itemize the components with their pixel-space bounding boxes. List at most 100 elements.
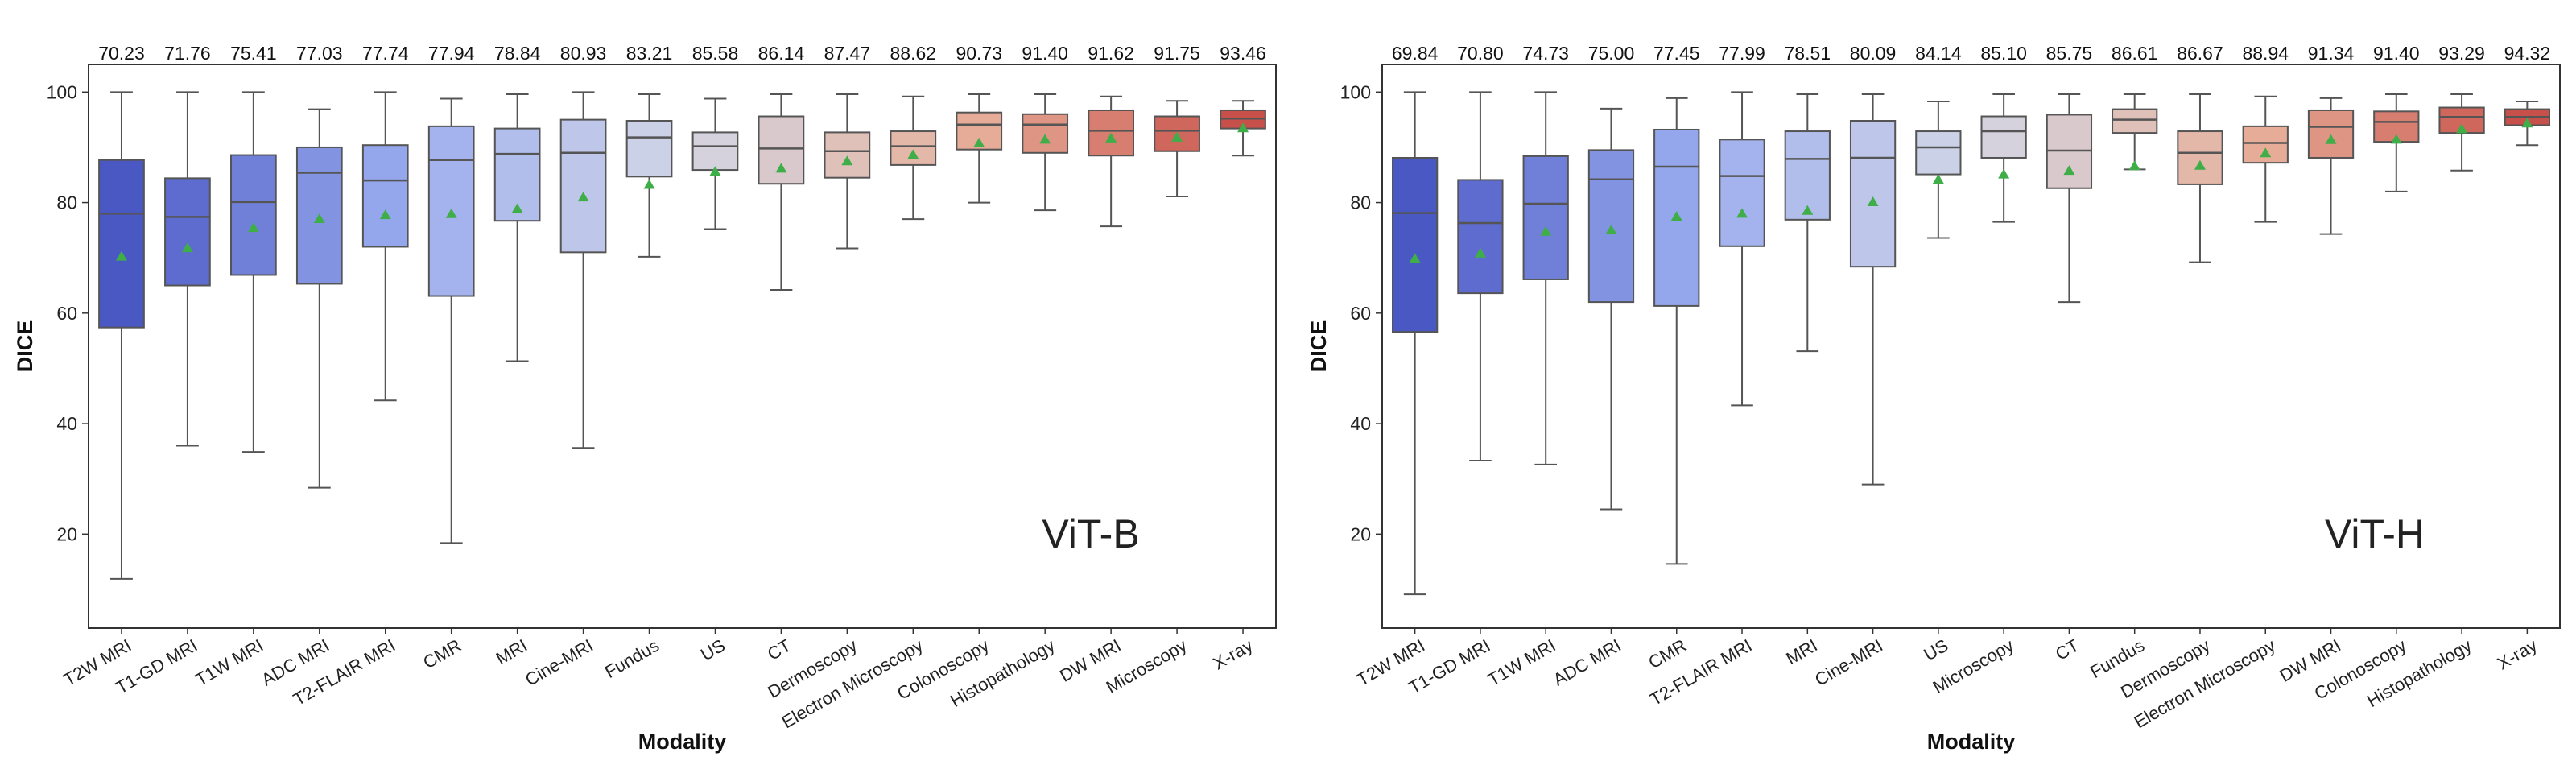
box-18 — [1220, 100, 1266, 157]
mean-label: 77.74 — [362, 43, 409, 64]
box-body — [1522, 155, 1569, 280]
mean-label: 70.80 — [1457, 43, 1504, 64]
box-4 — [1587, 107, 1635, 511]
mean-label: 93.46 — [1220, 43, 1266, 64]
mean-label: 87.47 — [824, 43, 871, 64]
mean-label: 75.41 — [230, 43, 277, 64]
mean-marker — [181, 242, 193, 253]
box-body — [1392, 156, 1439, 333]
mean-marker — [445, 208, 457, 218]
box-12 — [824, 93, 871, 250]
box-5 — [1653, 97, 1700, 565]
box-14 — [2242, 95, 2289, 223]
box-8 — [1849, 93, 1897, 486]
box-15 — [2307, 97, 2355, 235]
mean-marker — [1670, 211, 1682, 221]
mean-marker — [1105, 132, 1117, 143]
mean-label: 86.67 — [2177, 43, 2223, 64]
mean-marker — [973, 137, 985, 147]
y-tick-label: 20 — [56, 523, 77, 544]
mean-label: 85.58 — [692, 43, 739, 64]
mean-label: 85.10 — [1980, 43, 2027, 64]
box-17 — [1154, 100, 1200, 198]
box-11 — [2046, 93, 2093, 304]
mean-label: 91.40 — [2373, 43, 2420, 64]
box-9 — [1915, 100, 1962, 239]
box-1 — [1392, 91, 1439, 596]
y-tick-label: 40 — [56, 413, 77, 434]
mean-label: 91.34 — [2308, 43, 2355, 64]
box-16 — [1088, 95, 1135, 228]
box-3 — [230, 91, 277, 453]
box-17 — [2438, 93, 2485, 172]
y-tick-label: 80 — [1350, 192, 1371, 213]
box-body — [2242, 125, 2289, 164]
y-tick-label: 100 — [47, 81, 77, 102]
mean-label: 78.51 — [1785, 43, 1831, 64]
mean-marker — [1540, 225, 1552, 236]
mean-label: 88.94 — [2242, 43, 2289, 64]
box-body — [1022, 113, 1069, 154]
mean-marker — [1039, 134, 1051, 144]
mean-label: 77.99 — [1719, 43, 1765, 64]
box-7 — [1784, 93, 1831, 353]
box-body — [625, 120, 673, 178]
mean-marker — [1237, 122, 1249, 133]
x-axis-title: Modality — [1927, 730, 2016, 754]
plot-frame — [1381, 64, 2561, 629]
y-axis-title: DICE — [1307, 320, 1331, 373]
y-tick-label: 40 — [1350, 413, 1371, 434]
box-body — [98, 159, 145, 329]
mean-marker — [247, 222, 259, 233]
y-tick-label: 100 — [1340, 81, 1371, 102]
mean-label: 88.62 — [890, 43, 937, 64]
mean-label: 69.84 — [1392, 43, 1439, 64]
y-axis-title: DICE — [13, 320, 37, 373]
box-18 — [2504, 100, 2550, 147]
mean-label: 77.94 — [428, 43, 475, 64]
y-tick-label: 60 — [56, 303, 77, 324]
box-5 — [361, 91, 409, 402]
box-body — [1915, 130, 1962, 176]
mean-marker — [379, 209, 391, 220]
mean-marker — [511, 203, 523, 213]
mean-marker — [2128, 160, 2140, 171]
mean-marker — [1171, 131, 1183, 142]
mean-label: 80.93 — [560, 43, 607, 64]
mean-marker — [2521, 118, 2533, 128]
mean-marker — [115, 250, 127, 261]
box-1 — [98, 91, 145, 580]
plot-frame — [88, 64, 1277, 629]
mean-marker — [2194, 159, 2206, 170]
mean-label: 80.09 — [1850, 43, 1897, 64]
box-7 — [493, 93, 541, 362]
box-body — [2307, 109, 2355, 159]
box-9 — [625, 93, 673, 258]
mean-label: 91.62 — [1088, 43, 1134, 64]
mean-marker — [1736, 208, 1748, 218]
box-14 — [956, 93, 1003, 204]
mean-marker — [2390, 134, 2402, 144]
mean-label: 90.73 — [956, 43, 1002, 64]
mean-marker — [577, 192, 589, 202]
box-body — [559, 118, 607, 254]
mean-marker — [643, 179, 655, 189]
box-13 — [890, 95, 937, 221]
mean-label: 77.45 — [1653, 43, 1700, 64]
box-body — [230, 154, 277, 276]
box-body — [2177, 130, 2223, 185]
box-10 — [1980, 93, 2027, 223]
y-tick-label: 80 — [56, 192, 77, 213]
mean-label: 74.73 — [1522, 43, 1569, 64]
mean-label: 75.00 — [1588, 43, 1635, 64]
mean-marker — [709, 166, 721, 176]
mean-marker — [1409, 253, 1421, 263]
mean-marker — [907, 149, 919, 159]
box-body — [1980, 115, 2027, 159]
box-body — [691, 131, 739, 172]
mean-label: 91.75 — [1154, 43, 1200, 64]
box-3 — [1522, 91, 1569, 465]
box-body — [1784, 130, 1831, 221]
